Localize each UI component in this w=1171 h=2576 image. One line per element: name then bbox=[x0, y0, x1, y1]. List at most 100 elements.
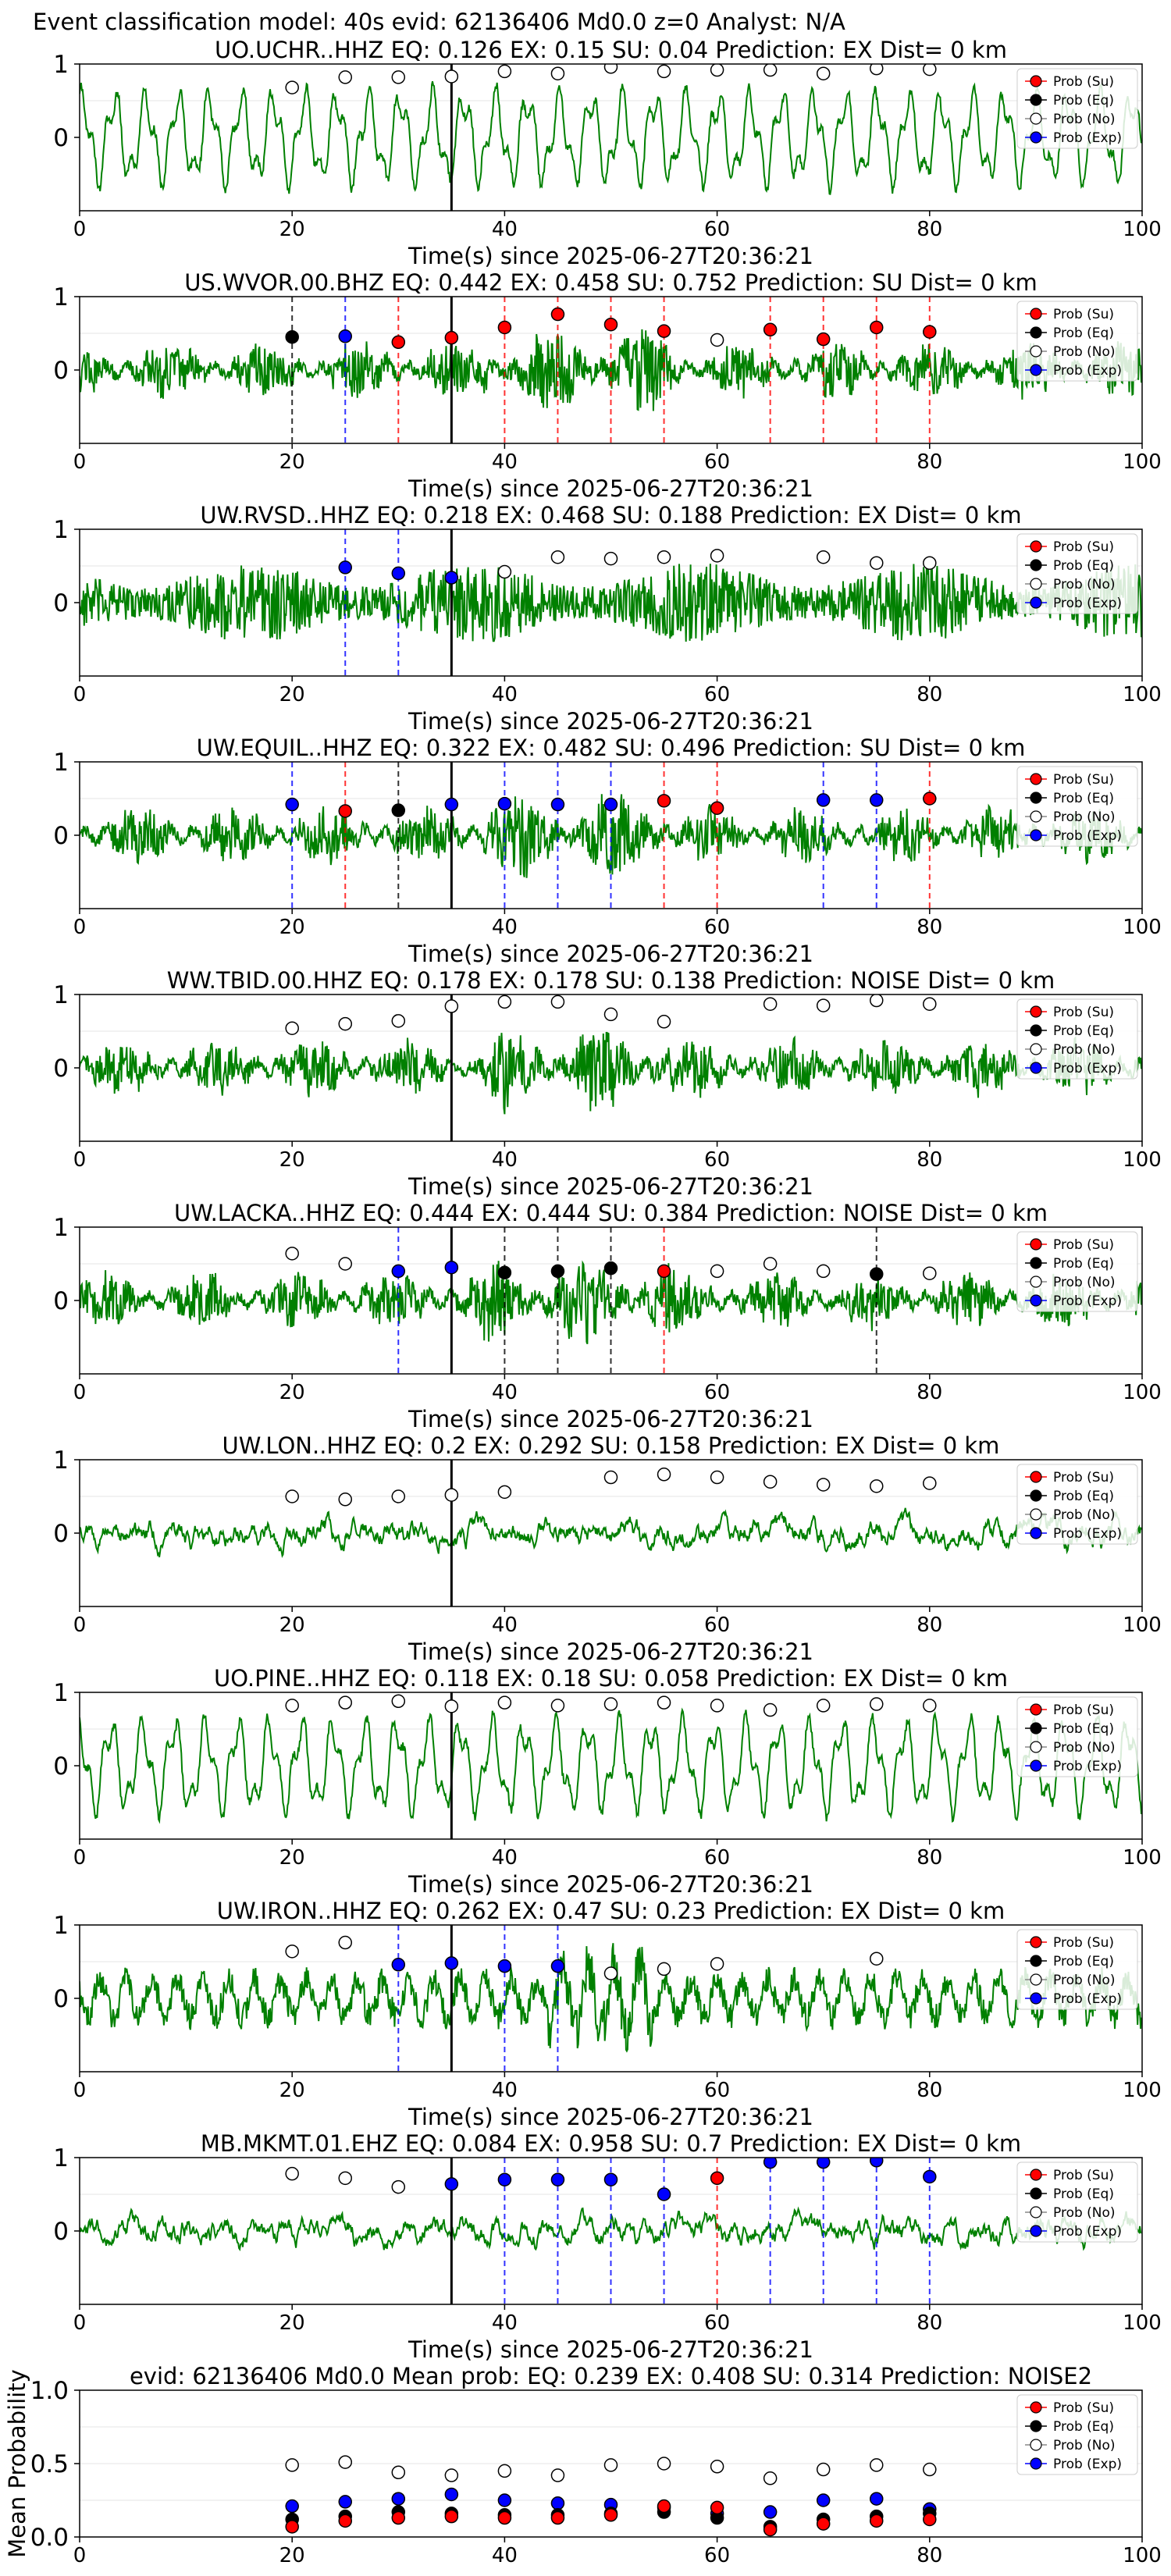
prob-marker-su bbox=[816, 332, 831, 347]
prob-marker-no bbox=[444, 1699, 459, 1713]
x-tick-label: 100 bbox=[1123, 683, 1162, 706]
panel-title: UW.LACKA..HHZ EQ: 0.444 EX: 0.444 SU: 0.… bbox=[174, 1200, 1048, 1226]
panel-8: UW.IRON..HHZ EQ: 0.262 EX: 0.47 SU: 0.23… bbox=[53, 1898, 1162, 2130]
prob-marker-su bbox=[550, 307, 565, 322]
x-tick-label: 0 bbox=[73, 450, 87, 474]
plot-area bbox=[80, 297, 1142, 443]
panel-6: UW.LON..HHZ EQ: 0.2 EX: 0.292 SU: 0.158 … bbox=[53, 1432, 1162, 1665]
legend-marker-su bbox=[1030, 2401, 1042, 2414]
x-tick-label: 60 bbox=[704, 1148, 730, 1172]
y-tick-label: 0 bbox=[53, 124, 69, 152]
legend-marker-exp bbox=[1030, 1759, 1042, 1772]
legend: Prob (Su) Prob (Eq) Prob (No) Prob (Exp) bbox=[1016, 1929, 1138, 2010]
x-tick-label: 20 bbox=[279, 683, 305, 706]
prob-marker-no bbox=[497, 1485, 512, 1500]
x-tick-label: 20 bbox=[279, 450, 305, 474]
legend-label: Prob (Eq) bbox=[1053, 1954, 1114, 1969]
mean-prob-marker-no bbox=[870, 2458, 884, 2472]
waveform-trace bbox=[80, 1707, 1142, 1824]
legend-label: Prob (No) bbox=[1053, 112, 1116, 127]
x-tick-label: 60 bbox=[704, 2079, 730, 2102]
legend-label: Prob (Su) bbox=[1053, 307, 1114, 322]
prob-marker-no bbox=[657, 550, 671, 564]
x-tick-label: 80 bbox=[917, 2311, 942, 2335]
x-tick-label: 40 bbox=[492, 450, 518, 474]
prob-marker-no bbox=[338, 1257, 352, 1271]
x-tick-label: 0 bbox=[73, 1846, 87, 1870]
prob-marker-no bbox=[816, 1478, 831, 1492]
mean-prob-marker-exp bbox=[338, 2495, 352, 2509]
prob-marker-exp bbox=[816, 2158, 831, 2169]
prob-marker-no bbox=[338, 1016, 352, 1031]
prob-marker-no bbox=[923, 1476, 937, 1490]
legend-marker-no bbox=[1030, 578, 1042, 590]
x-tick-label: 40 bbox=[492, 2544, 518, 2567]
prob-marker-no bbox=[870, 1479, 884, 1493]
prob-marker-no bbox=[444, 1488, 459, 1502]
y-tick-label: 0 bbox=[53, 589, 69, 617]
figure-title: Event classification model: 40s evid: 62… bbox=[33, 9, 845, 35]
legend-marker-exp bbox=[1030, 1992, 1042, 2005]
prob-marker-no bbox=[710, 1957, 724, 1971]
x-tick-label: 100 bbox=[1123, 1148, 1162, 1172]
prob-marker-eq bbox=[870, 1267, 884, 1281]
legend-marker-su bbox=[1030, 2169, 1042, 2181]
legend-label: Prob (No) bbox=[1053, 2205, 1116, 2221]
x-tick-label: 20 bbox=[279, 916, 305, 939]
legend-label: Prob (Exp) bbox=[1053, 363, 1122, 379]
y-tick-label: 0 bbox=[53, 822, 69, 850]
prob-marker-no bbox=[870, 1697, 884, 1711]
legend-marker-su bbox=[1030, 1703, 1042, 1716]
legend-box bbox=[1016, 301, 1138, 382]
panel-title: UO.UCHR..HHZ EQ: 0.126 EX: 0.15 SU: 0.04… bbox=[215, 37, 1007, 63]
prob-marker-su bbox=[444, 330, 459, 345]
x-tick-label: 60 bbox=[704, 450, 730, 474]
y-tick-label: 1 bbox=[53, 1679, 69, 1707]
prob-marker-no bbox=[710, 549, 724, 563]
panel-3: UW.EQUIL..HHZ EQ: 0.322 EX: 0.482 SU: 0.… bbox=[53, 735, 1162, 967]
y-tick-label: 1 bbox=[53, 749, 69, 777]
y-tick-label: 1 bbox=[53, 283, 69, 311]
legend-marker-su bbox=[1030, 1471, 1042, 1483]
y-tick-label: 1 bbox=[53, 1446, 69, 1475]
legend-label: Prob (Eq) bbox=[1053, 1023, 1114, 1039]
y-tick-label: 1 bbox=[53, 1214, 69, 1242]
prob-marker-exp bbox=[497, 1959, 512, 1973]
prob-marker-exp bbox=[816, 793, 831, 807]
legend-label: Prob (Eq) bbox=[1053, 1256, 1114, 1272]
panel-2: UW.RVSD..HHZ EQ: 0.218 EX: 0.468 SU: 0.1… bbox=[53, 502, 1162, 735]
y-tick-label: 0.0 bbox=[30, 2524, 69, 2552]
legend-marker-no bbox=[1030, 1741, 1042, 1753]
panel-title: MB.MKMT.01.EHZ EQ: 0.084 EX: 0.958 SU: 0… bbox=[201, 2130, 1021, 2157]
prob-marker-su bbox=[710, 801, 724, 815]
prob-marker-no bbox=[603, 64, 618, 74]
axes-frame bbox=[79, 63, 1143, 212]
legend-marker-exp bbox=[1030, 1062, 1042, 1074]
legend-marker-no bbox=[1030, 345, 1042, 358]
plot-area bbox=[80, 529, 1142, 676]
legend-marker-no bbox=[1030, 1043, 1042, 1055]
prob-marker-no bbox=[763, 1257, 778, 1271]
y-tick-label: 0 bbox=[53, 357, 69, 385]
plot-area bbox=[80, 1692, 1142, 1839]
legend-marker-eq bbox=[1030, 792, 1042, 804]
prob-marker-no bbox=[338, 2171, 352, 2186]
legend-label: Prob (Su) bbox=[1053, 1237, 1114, 1253]
prob-marker-exp bbox=[923, 2169, 937, 2184]
x-tick-label: 100 bbox=[1123, 1614, 1162, 1637]
legend-label: Prob (Su) bbox=[1053, 1935, 1114, 1951]
y-axis-label: Mean Probability bbox=[4, 2369, 30, 2558]
legend: Prob (Su) Prob (Eq) Prob (No) Prob (Exp) bbox=[1016, 998, 1138, 1080]
legend-marker-exp bbox=[1030, 1527, 1042, 1539]
prob-marker-no bbox=[603, 1697, 618, 1711]
x-tick-label: 80 bbox=[917, 683, 942, 706]
mean-prob-marker-no bbox=[391, 2465, 406, 2480]
legend-label: Prob (Eq) bbox=[1053, 2419, 1114, 2435]
prob-marker-no bbox=[338, 1493, 352, 1507]
x-tick-label: 100 bbox=[1123, 2311, 1162, 2335]
prob-marker-no bbox=[550, 550, 565, 564]
x-tick-label: 40 bbox=[492, 2311, 518, 2335]
legend-marker-no bbox=[1030, 1973, 1042, 1986]
mean-prob-marker-su bbox=[444, 2509, 459, 2524]
prob-marker-no bbox=[285, 1021, 299, 1035]
